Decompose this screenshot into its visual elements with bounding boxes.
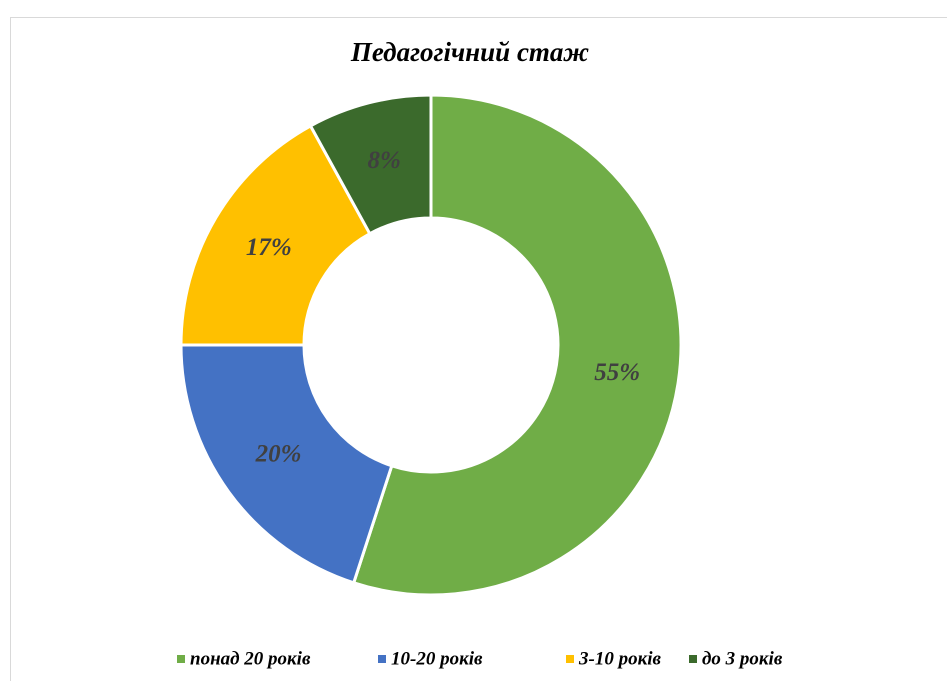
legend-swatch: [689, 655, 697, 663]
legend-swatch: [177, 655, 185, 663]
legend-label: 3-10 років: [578, 648, 661, 669]
data-label: 55%: [594, 359, 640, 386]
donut: 55% 20% 17% 8%: [179, 93, 683, 597]
donut-slice: [351, 93, 683, 597]
legend-swatch: [566, 655, 574, 663]
donut-slice: [179, 343, 394, 585]
legend-label: понад 20 років: [190, 648, 311, 669]
legend-label: до 3 років: [702, 648, 783, 669]
data-label: 8%: [367, 147, 400, 174]
legend-swatch: [378, 655, 386, 663]
donut-slice: [179, 123, 372, 347]
legend: понад 20 років 10-20 років 3-10 років до 3 …: [177, 648, 783, 669]
chart-title: Педагогічний стаж: [350, 37, 590, 67]
data-label: 17%: [246, 234, 292, 261]
legend-label: 10-20 років: [391, 648, 483, 669]
data-label: 20%: [255, 441, 302, 468]
donut-slice: [308, 93, 433, 236]
